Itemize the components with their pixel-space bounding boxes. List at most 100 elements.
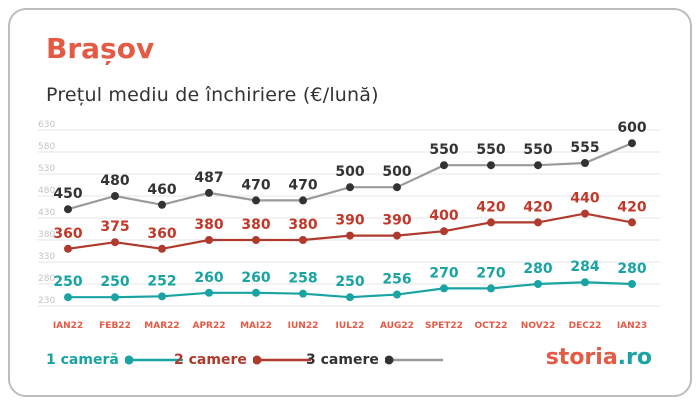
data-point: [158, 244, 166, 253]
y-axis-ticks: 230 280 330 380 430 480 530 580 630: [38, 120, 55, 306]
data-point: [205, 236, 213, 244]
data-label: 256: [382, 272, 411, 288]
x-tick-label: APR22: [192, 321, 225, 331]
data-point: [534, 280, 542, 288]
data-point: [393, 183, 401, 192]
data-label: 460: [147, 182, 176, 198]
data-label: 380: [288, 217, 317, 233]
y-tick-label: 380: [38, 230, 55, 240]
y-tick-label: 280: [38, 274, 55, 284]
data-point: [534, 218, 542, 227]
data-label: 280: [523, 261, 552, 277]
data-point: [393, 231, 401, 240]
series-1: 250 250 252 260 260 258 250 256 270 270 280 284 280: [53, 259, 647, 302]
legend-line-1-camera: [124, 355, 183, 365]
storia-logo: storia .ro: [546, 345, 652, 370]
chart-card: [8, 8, 692, 397]
y-tick-label: 430: [38, 208, 55, 218]
data-label: 360: [147, 226, 176, 242]
legend-item-1-camera: 1 cameră: [46, 352, 185, 368]
x-tick-label: DEC22: [569, 321, 602, 331]
data-label: 550: [476, 142, 505, 158]
data-label: 250: [53, 274, 82, 290]
x-tick-label: SPET22: [425, 321, 463, 331]
x-tick-label: MAR22: [144, 321, 179, 331]
data-label: 470: [241, 177, 270, 193]
data-label: 250: [100, 274, 129, 290]
data-point: [440, 161, 448, 170]
data-label: 390: [382, 213, 411, 229]
data-point: [487, 161, 495, 170]
data-label: 487: [194, 170, 223, 186]
data-point: [299, 236, 307, 244]
y-tick-label: 480: [38, 186, 55, 196]
data-point: [252, 288, 260, 297]
data-label: 555: [570, 140, 599, 156]
data-point: [252, 236, 260, 244]
data-point: [346, 293, 354, 302]
data-point: [64, 205, 72, 214]
data-point: [64, 244, 72, 253]
data-point: [581, 159, 589, 167]
data-label: 400: [429, 208, 458, 224]
data-label: 270: [476, 265, 505, 281]
data-label: 360: [53, 226, 82, 242]
x-tick-label: MAI22: [240, 321, 272, 331]
logo-tld: .ro: [617, 345, 652, 370]
legend-item-2-camere: 2 camere: [174, 352, 313, 368]
y-tick-label: 630: [38, 120, 55, 130]
legend-line-2-camere: [252, 355, 311, 365]
data-label: 500: [335, 164, 364, 180]
data-label: 260: [241, 270, 270, 286]
y-tick-label: 580: [38, 142, 55, 152]
data-label: 420: [523, 199, 552, 215]
data-label: 420: [476, 199, 505, 215]
data-label: 380: [241, 217, 270, 233]
data-label: 450: [53, 186, 82, 202]
series-2: 360 375 360 380 380 380 390 390 400 420 420 440 420: [53, 191, 647, 253]
data-point: [111, 238, 119, 247]
x-axis-ticks: IAN22 FEB22 MAR22 APR22 MAI22 IUN22 IUL22 AUG22…: [53, 321, 647, 331]
x-tick-label: IUL22: [336, 321, 365, 331]
data-label: 258: [288, 271, 317, 287]
page-title: Brașov: [46, 32, 155, 65]
data-label: 480: [100, 173, 129, 189]
data-point: [158, 292, 166, 301]
data-label: 550: [523, 142, 552, 158]
legend-label-1-camera: 1 cameră: [46, 352, 119, 368]
data-point: [299, 196, 307, 205]
x-tick-label: IAN23: [617, 321, 647, 331]
data-label: 280: [617, 261, 646, 277]
data-label: 260: [194, 270, 223, 286]
legend-line-3-camere: [384, 355, 443, 365]
x-tick-label: NOV22: [521, 321, 555, 331]
data-point: [205, 288, 213, 297]
y-tick-label: 530: [38, 164, 55, 174]
x-tick-label: FEB22: [99, 321, 131, 331]
data-label: 375: [100, 219, 129, 235]
legend-label-3-camere: 3 camere: [306, 352, 379, 368]
x-tick-label: IAN22: [53, 321, 83, 331]
data-point: [393, 290, 401, 299]
y-tick-label: 230: [38, 296, 55, 306]
data-label: 250: [335, 274, 364, 290]
data-point: [581, 209, 589, 218]
legend-item-3-camere: 3 camere: [306, 352, 445, 368]
data-point: [581, 278, 589, 287]
data-point: [534, 161, 542, 170]
data-point: [628, 139, 636, 148]
data-point: [64, 293, 72, 302]
data-label: 470: [288, 177, 317, 193]
data-point: [487, 284, 495, 293]
data-label: 440: [570, 191, 599, 207]
data-label: 380: [194, 217, 223, 233]
data-label: 550: [429, 142, 458, 158]
data-label: 500: [382, 164, 411, 180]
data-label: 252: [147, 273, 176, 289]
data-label: 420: [617, 199, 646, 215]
legend-label-2-camere: 2 camere: [174, 352, 247, 368]
data-point: [628, 218, 636, 227]
data-point: [111, 192, 119, 200]
data-point: [346, 183, 354, 192]
data-point: [346, 231, 354, 240]
